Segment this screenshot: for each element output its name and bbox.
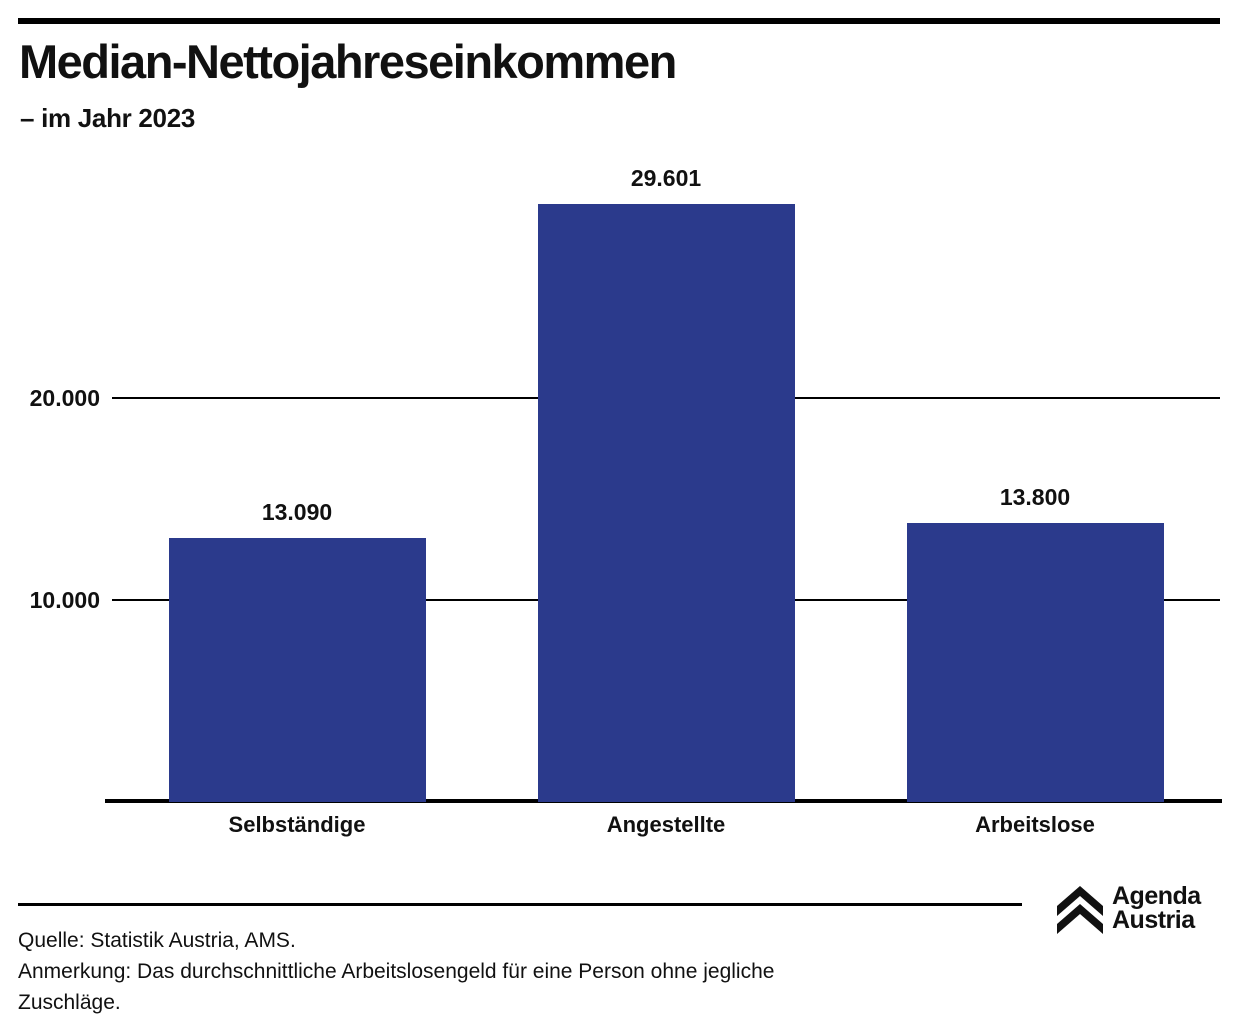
note-text-line-2: Zuschläge. <box>18 991 121 1014</box>
logo-line-2: Austria <box>1112 906 1195 934</box>
y-axis-tick-label: 20.000 <box>29 385 100 411</box>
x-axis-category-label-angestellte: Angestellte <box>606 812 726 837</box>
source-text: Quelle: Statistik Austria, AMS. <box>18 929 296 952</box>
bar-selbständige <box>169 538 426 802</box>
x-axis-category-label-arbeitslose: Arbeitslose <box>975 812 1095 837</box>
footer-divider <box>18 903 1022 906</box>
bar-value-label-selbständige: 13.090 <box>261 499 333 525</box>
double-chevron-up-icon <box>1057 886 1103 934</box>
note-text-line-1: Anmerkung: Das durchschnittliche Arbeits… <box>18 960 775 983</box>
top-rule <box>18 18 1220 24</box>
bar-angestellte <box>538 204 795 802</box>
bar-arbeitslose <box>907 523 1164 802</box>
chart-subtitle: – im Jahr 2023 <box>20 103 196 133</box>
y-axis-tick-label: 10.000 <box>29 587 100 613</box>
logo-wordmark: Agenda Austria <box>1112 882 1201 934</box>
agenda-austria-logo: Agenda Austria <box>1056 884 1232 936</box>
bar-value-label-angestellte: 29.601 <box>630 165 702 191</box>
x-axis-category-label-selbständige: Selbständige <box>228 812 366 837</box>
bar-value-label-arbeitslose: 13.800 <box>999 484 1071 510</box>
logo-line-1: Agenda <box>1112 882 1201 910</box>
chart-title: Median-Nettojahreseinkommen <box>19 35 677 88</box>
